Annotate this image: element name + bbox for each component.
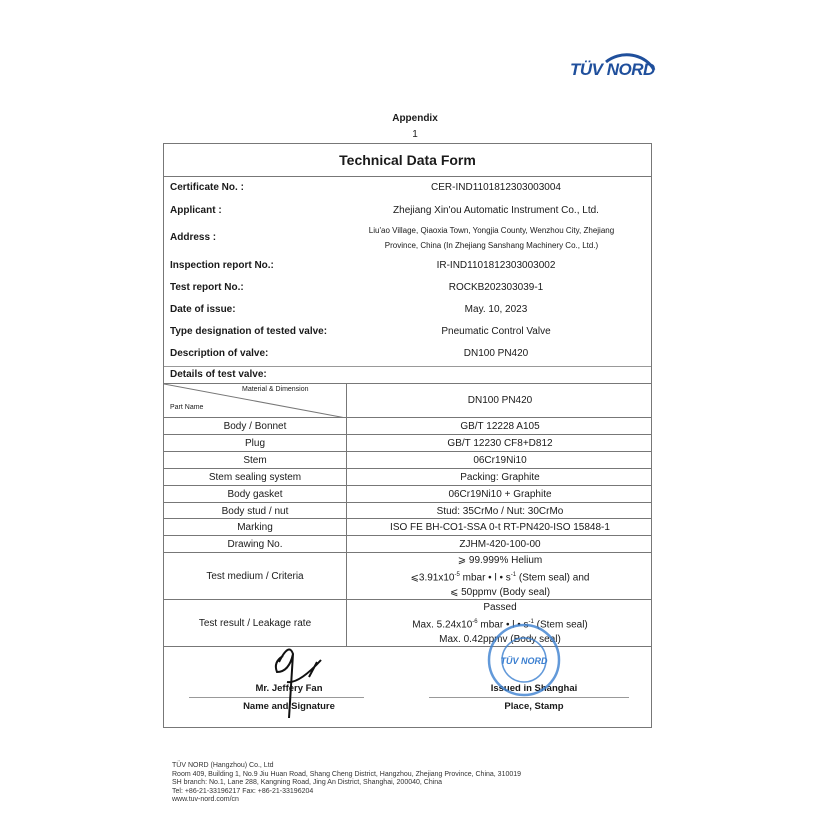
part-name: Test medium / Criteria bbox=[206, 571, 304, 582]
material: Packing: Graphite bbox=[346, 468, 653, 486]
result-line: Passed bbox=[483, 602, 517, 613]
part-name: Drawing No. bbox=[227, 539, 283, 551]
field-label: Date of issue: bbox=[170, 304, 236, 315]
field-value: DN100 PN420 bbox=[463, 348, 529, 359]
stamp-line bbox=[429, 697, 629, 698]
signatory-name: Mr. Jeffery Fan bbox=[255, 683, 323, 694]
field-label: Description of valve: bbox=[170, 348, 269, 359]
handwritten-signature bbox=[274, 648, 322, 719]
page-number: 1 bbox=[412, 129, 418, 140]
company-stamp: TÜV NORD bbox=[487, 623, 561, 697]
criteria-line: ⩽3.91x10-5 mbar • l • s-1 (Stem seal) an… bbox=[410, 572, 590, 584]
material: ZJHM-420-100-00 bbox=[346, 536, 653, 554]
test-result-row: Test result / Leakage rate Passed Max. 5… bbox=[164, 599, 651, 647]
footer-line: SH branch: No.1, Lane 288, Kangning Road… bbox=[172, 779, 443, 786]
material: Stud: 35CrMo / Nut: 30CrMo bbox=[346, 502, 653, 520]
material: ISO FE BH-CO1-SSA 0-t RT-PN420-ISO 15848… bbox=[346, 519, 653, 537]
part-name: Stem bbox=[243, 454, 267, 466]
criteria: ⩾ 99.999% Helium ⩽3.91x10-5 mbar • l • s… bbox=[346, 553, 653, 600]
divider bbox=[164, 366, 651, 367]
technical-data-form: Technical Data Form Certificate No. : CER… bbox=[163, 143, 652, 728]
field-label: Applicant : bbox=[170, 205, 222, 216]
signature-line bbox=[189, 697, 364, 698]
table-row: Stem 06Cr19Ni10 bbox=[164, 450, 653, 469]
header-part-name: Part Name bbox=[170, 404, 204, 411]
criteria-line: ⩽ 50ppmv (Body seal) bbox=[449, 587, 551, 599]
field-label: Address : bbox=[170, 232, 217, 243]
table-header: Material & Dimension Part Name DN100 PN4… bbox=[164, 383, 651, 418]
footer-line: TÜV NORD (Hangzhou) Co., Ltd bbox=[172, 762, 274, 769]
field-label: Test report No.: bbox=[170, 282, 244, 293]
result-line: Max. 0.42ppmv (Body seal) bbox=[439, 634, 561, 646]
svg-text:TÜV NORD: TÜV NORD bbox=[501, 656, 549, 666]
footer-address: TÜV NORD (Hangzhou) Co., Ltd Room 409, B… bbox=[172, 762, 521, 805]
table-row: Body gasket 06Cr19Ni10 + Graphite bbox=[164, 484, 653, 503]
field-value: CER-IND1101812303003004 bbox=[431, 182, 561, 193]
result-line: Max. 5.24x10-6 mbar • l • s-1 (Stem seal… bbox=[412, 619, 588, 631]
address-line-2: Province, China (In Zhejiang Sanshang Ma… bbox=[384, 241, 599, 250]
table-row: Body / Bonnet GB/T 12228 A105 bbox=[164, 417, 651, 435]
field-value: Zhejiang Xin'ou Automatic Instrument Co.… bbox=[393, 205, 599, 216]
field-label: Type designation of tested valve: bbox=[170, 326, 328, 337]
table-row: Drawing No. ZJHM-420-100-00 bbox=[164, 535, 653, 554]
test-medium-row: Test medium / Criteria ⩾ 99.999% Helium … bbox=[164, 552, 651, 600]
address-line-1: Liu'ao Village, Qiaoxia Town, Yongjia Co… bbox=[368, 226, 615, 235]
part-name: Body gasket bbox=[227, 488, 283, 500]
stamp-caption: Place, Stamp bbox=[504, 701, 564, 712]
form-title: Technical Data Form bbox=[164, 144, 651, 177]
field-value: May. 10, 2023 bbox=[464, 304, 528, 315]
divider bbox=[164, 646, 651, 647]
field-label: Certificate No. : bbox=[170, 182, 244, 193]
footer-line: Room 409, Building 1, No.9 Jiu Huan Road… bbox=[172, 770, 522, 778]
material: GB/T 12228 A105 bbox=[346, 418, 653, 435]
result: Passed Max. 5.24x10-6 mbar • l • s-1 (St… bbox=[346, 600, 653, 647]
part-name: Body / Bonnet bbox=[223, 421, 287, 432]
table-row: Stem sealing system Packing: Graphite bbox=[164, 467, 653, 486]
details-label: Details of test valve: bbox=[170, 369, 267, 380]
tuv-nord-logo: TÜV NORD bbox=[566, 32, 658, 82]
table-row: Marking ISO FE BH-CO1-SSA 0-t RT-PN420-IS… bbox=[164, 518, 653, 537]
part-name: Body stud / nut bbox=[221, 505, 289, 517]
field-label: Inspection report No.: bbox=[170, 260, 274, 271]
field-value: IR-IND1101812303003002 bbox=[436, 260, 556, 271]
field-value: Pneumatic Control Valve bbox=[441, 326, 551, 337]
table-row: Body stud / nut Stud: 35CrMo / Nut: 30CrM… bbox=[164, 501, 653, 520]
footer-line: Tel: +86-21-33196217 Fax: +86-21-3319620… bbox=[172, 787, 314, 795]
part-name: Marking bbox=[237, 522, 273, 534]
field-value: Liu'ao Village, Qiaoxia Town, Yongjia Co… bbox=[334, 223, 649, 253]
material: GB/T 12230 CF8+D812 bbox=[346, 434, 653, 452]
criteria-line: ⩾ 99.999% Helium bbox=[457, 555, 543, 566]
part-name: Plug bbox=[244, 437, 265, 449]
material: 06Cr19Ni10 bbox=[346, 451, 653, 469]
appendix-heading: Appendix bbox=[392, 113, 438, 124]
material: 06Cr19Ni10 + Graphite bbox=[346, 485, 653, 503]
place-issued: Issued in Shanghai bbox=[490, 683, 578, 694]
part-name: Test result / Leakage rate bbox=[198, 618, 312, 629]
header-dimension: DN100 PN420 bbox=[346, 384, 653, 418]
field-value: ROCKB202303039-1 bbox=[448, 282, 544, 293]
table-row: Plug GB/T 12230 CF8+D812 bbox=[164, 433, 653, 452]
part-name: Stem sealing system bbox=[208, 471, 302, 483]
header-material: Material & Dimension bbox=[242, 386, 309, 393]
diagonal-divider bbox=[164, 384, 346, 418]
footer-website[interactable]: www.tuv-nord.com/cn bbox=[172, 796, 239, 803]
